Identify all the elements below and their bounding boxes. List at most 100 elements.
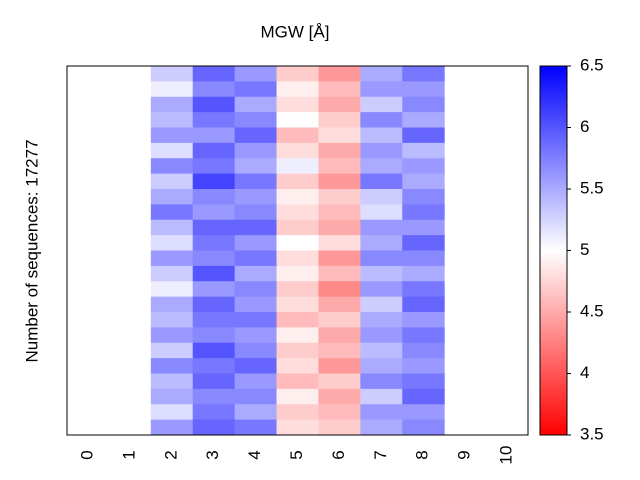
heatmap-cell <box>318 358 361 374</box>
heatmap-cell <box>150 358 194 374</box>
heatmap-cell <box>318 219 361 236</box>
heatmap-cell <box>234 142 278 159</box>
heatmap-cell <box>276 265 319 282</box>
heatmap-cell <box>150 265 194 282</box>
heatmap-cell <box>276 142 319 159</box>
heatmap-cell <box>402 66 445 82</box>
heatmap-cell <box>402 404 445 421</box>
heatmap-cell <box>234 358 278 374</box>
heatmap-cell <box>276 219 319 236</box>
heatmap-cell <box>360 235 403 251</box>
heatmap-cell <box>402 173 445 190</box>
heatmap-cell <box>402 204 445 221</box>
heatmap-cell <box>402 189 445 205</box>
heatmap-cell <box>318 281 361 298</box>
heatmap-cell <box>276 358 319 374</box>
heatmap-cell <box>192 112 236 128</box>
heatmap-cell <box>276 373 319 390</box>
heatmap-cell <box>192 66 236 82</box>
heatmap-cell <box>192 404 236 421</box>
heatmap-cell <box>360 250 403 267</box>
heatmap-cell <box>276 296 319 313</box>
heatmap-cell <box>360 127 403 144</box>
heatmap-cell <box>192 142 236 159</box>
heatmap-cell <box>318 388 361 405</box>
heatmap-cell <box>192 204 236 221</box>
heatmap-cell <box>402 127 445 144</box>
heatmap-cell <box>360 219 403 236</box>
heatmap-cell <box>192 296 236 313</box>
heatmap-cell <box>150 250 194 267</box>
heatmap-cell <box>318 96 361 113</box>
heatmap-cell <box>150 312 194 328</box>
heatmap-cell <box>150 296 194 313</box>
x-tick-label: 2 <box>161 450 180 459</box>
heatmap-cell <box>234 158 278 175</box>
colorbar-tick-label: 4 <box>580 363 589 382</box>
heatmap-cell <box>360 342 403 359</box>
heatmap-cell <box>234 219 278 236</box>
colorbar-tick-label: 3.5 <box>580 424 604 443</box>
heatmap-cell <box>360 81 403 98</box>
heatmap-cell <box>192 96 236 113</box>
heatmap-cell <box>150 127 194 144</box>
heatmap-cell <box>234 281 278 298</box>
heatmap-cell <box>276 404 319 421</box>
colorbar-tick-label: 4.5 <box>580 301 604 320</box>
heatmap-cell <box>360 142 403 159</box>
colorbar-tick-label: 6.5 <box>580 55 604 74</box>
heatmap-cell <box>276 127 319 144</box>
heatmap-cell <box>192 281 236 298</box>
plot-frame <box>66 65 529 436</box>
heatmap-cell <box>276 173 319 190</box>
heatmap-cell <box>318 204 361 221</box>
heatmap-cell <box>150 173 194 190</box>
heatmap-cell <box>360 419 403 436</box>
heatmap-cell <box>234 127 278 144</box>
x-tick-label: 0 <box>77 450 96 459</box>
heatmap-cell <box>150 342 194 359</box>
x-tick-label: 10 <box>497 446 516 465</box>
heatmap-cell <box>192 158 236 175</box>
heatmap-cell <box>276 419 319 436</box>
heatmap-cell <box>402 81 445 98</box>
heatmap-cell <box>150 219 194 236</box>
heatmap-cell <box>318 81 361 98</box>
heatmap-cell <box>360 158 403 175</box>
heatmap-cell <box>276 281 319 298</box>
heatmap-cell <box>318 66 361 82</box>
heatmap-cell <box>402 281 445 298</box>
heatmap-cell <box>402 388 445 405</box>
heatmap-cell <box>360 112 403 128</box>
heatmap-cell <box>276 312 319 328</box>
chart-title: MGW [Å] <box>261 22 330 41</box>
heatmap-cell <box>318 265 361 282</box>
heatmap-cell <box>276 66 319 82</box>
heatmap-cell <box>360 312 403 328</box>
heatmap-cell <box>234 173 278 190</box>
heatmap-cell <box>318 112 361 128</box>
heatmap-cell <box>360 265 403 282</box>
heatmap-cell <box>402 373 445 390</box>
heatmap-cell <box>234 327 278 344</box>
heatmap-cell <box>150 235 194 251</box>
heatmap-cell <box>234 404 278 421</box>
heatmap-cell <box>402 265 445 282</box>
heatmap-cell <box>150 158 194 175</box>
heatmap-cell <box>234 81 278 98</box>
heatmap-cell <box>276 204 319 221</box>
heatmap-cell <box>150 281 194 298</box>
x-tick-label: 1 <box>119 450 138 459</box>
heatmap-cell <box>234 388 278 405</box>
y-axis-label: Number of sequences: 17277 <box>22 139 41 362</box>
heatmap-cell <box>150 404 194 421</box>
heatmap-cell <box>360 173 403 190</box>
heatmap-cell <box>276 388 319 405</box>
heatmap-cell <box>402 327 445 344</box>
colorbar-tick-label: 5 <box>580 240 589 259</box>
heatmap-cell <box>318 158 361 175</box>
heatmap-cell <box>402 419 445 436</box>
heatmap-cell <box>192 250 236 267</box>
heatmap-cell <box>192 358 236 374</box>
